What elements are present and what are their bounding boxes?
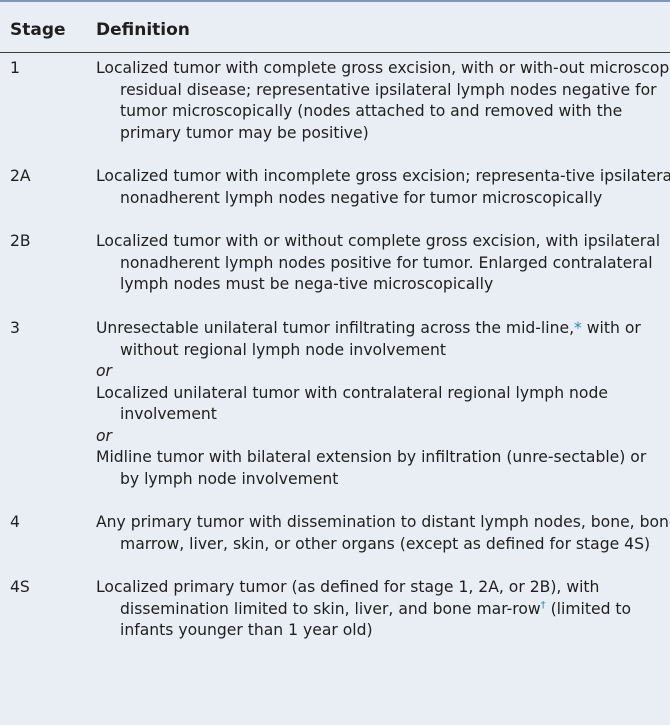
table-body: 1 Localized tumor with complete gross ex… bbox=[0, 58, 670, 647]
header-definition: Definition bbox=[96, 20, 190, 40]
header-stage: Stage bbox=[10, 20, 66, 40]
footnote-asterisk: * bbox=[574, 319, 582, 337]
table-row: 4 Any primary tumor with dissemination t… bbox=[0, 512, 670, 577]
table-row: 1 Localized tumor with complete gross ex… bbox=[0, 58, 670, 166]
stage-cell: 2A bbox=[10, 167, 31, 185]
definition-part-c: Midline tumor with bilateral extension b… bbox=[96, 448, 647, 488]
definition-part-a: Unresectable unilateral tumor infiltrati… bbox=[96, 318, 661, 361]
definition-cell: Localized primary tumor (as defined for … bbox=[96, 577, 670, 642]
definition-part-b: Localized unilateral tumor with contrala… bbox=[96, 383, 608, 424]
definition-cell: Unresectable unilateral tumor infiltrati… bbox=[96, 318, 661, 490]
definition-text: Localized primary tumor (as defined for … bbox=[96, 578, 600, 618]
stage-cell: 4S bbox=[10, 578, 30, 596]
definition-part-a-text: Unresectable unilateral tumor infiltrati… bbox=[96, 319, 575, 337]
or-separator: or bbox=[96, 426, 112, 445]
table-row: 4S Localized primary tumor (as defined f… bbox=[0, 577, 670, 647]
table-row: 2B Localized tumor with or without compl… bbox=[0, 231, 670, 318]
stage-cell: 1 bbox=[10, 59, 20, 77]
or-separator: or bbox=[96, 362, 112, 380]
definition-cell: Localized tumor with incomplete gross ex… bbox=[96, 167, 670, 207]
definition-cell: Localized tumor with or without complete… bbox=[96, 232, 661, 293]
stage-cell: 4 bbox=[10, 513, 20, 531]
stage-cell: 2B bbox=[10, 232, 31, 250]
stage-cell: 3 bbox=[10, 319, 20, 337]
table-header: Stage Definition bbox=[0, 20, 670, 48]
definition-text-end: (limited to infants younger than 1 year … bbox=[120, 599, 632, 640]
definition-cell: Localized tumor with complete gross exci… bbox=[96, 59, 670, 142]
definition-cell: Any primary tumor with dissemination to … bbox=[96, 513, 670, 553]
definition-part-a-text-end: with or without regional lymph node invo… bbox=[120, 319, 641, 359]
table-row: 2A Localized tumor with incomplete gross… bbox=[0, 166, 670, 231]
table-row: 3 Unresectable unilateral tumor infiltra… bbox=[0, 318, 670, 512]
footnote-dagger: † bbox=[540, 599, 546, 611]
header-rule bbox=[0, 52, 670, 53]
